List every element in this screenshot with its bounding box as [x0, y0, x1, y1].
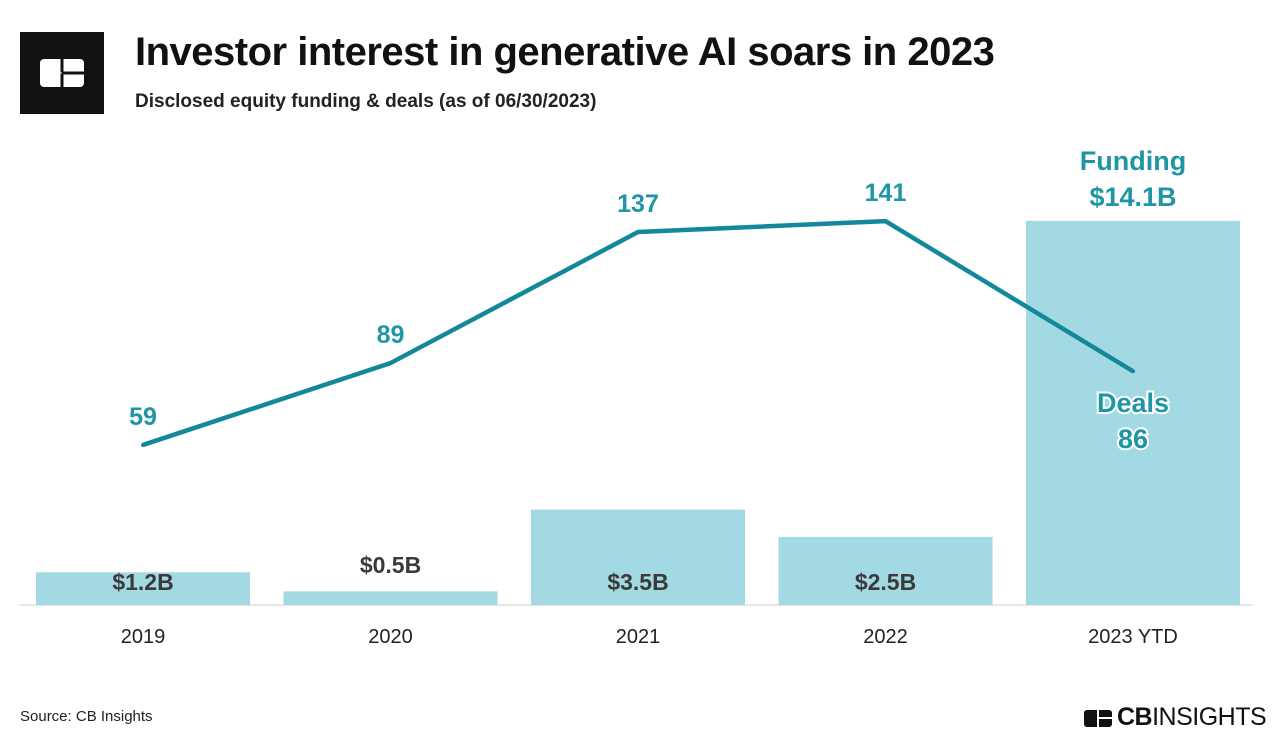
deals-data-label: 86: [1118, 424, 1148, 454]
funding-data-label: $0.5B: [360, 552, 421, 578]
deals-data-label: 89: [377, 321, 405, 349]
funding-data-label: $1.2B: [112, 569, 173, 595]
funding-data-label: $3.5B: [607, 569, 668, 595]
cb-insights-logo: CB INSIGHTS: [1083, 703, 1267, 732]
funding-bar: [1026, 220, 1240, 605]
funding-bar: [283, 591, 498, 605]
funding-annotation: Funding: [1080, 146, 1186, 176]
deals-point: [1131, 369, 1135, 374]
chart-title: Investor interest in generative AI soars…: [135, 30, 995, 74]
deals-data-label: 141: [865, 179, 907, 207]
chart-plot: 2019 $1.2B 2020 $0.5B 2021 $3.5B 2022 $2.5B 2023…: [20, 146, 1252, 648]
x-tick-label: 2019: [121, 626, 166, 648]
deals-data-label: 137: [617, 190, 659, 218]
brand-bold: CB: [1117, 703, 1153, 731]
deals-line: [142, 218, 1135, 448]
deals-point: [388, 361, 393, 366]
deals-point: [883, 219, 888, 224]
deals-point: [141, 442, 145, 447]
funding-bar: [778, 536, 993, 605]
brand-light: INSIGHTS: [1152, 703, 1267, 731]
deals-annotation: Deals: [1097, 388, 1169, 418]
funding-data-label: $2.5B: [855, 569, 916, 595]
funding-bar: [531, 509, 745, 605]
deals-point: [636, 230, 640, 235]
x-tick-label: 2023 YTD: [1088, 626, 1178, 648]
funding-bar: [36, 572, 250, 605]
chart-subtitle: Disclosed equity funding & deals (as of …: [135, 91, 597, 112]
x-tick-label: 2022: [863, 626, 908, 648]
funding-data-label: $14.1B: [1089, 182, 1176, 212]
cb-logo-icon: [20, 32, 104, 114]
deals-data-label: 59: [129, 403, 157, 431]
cb-logo-icon: [1084, 709, 1112, 727]
x-tick-label: 2021: [616, 626, 661, 648]
source-note: Source: CB Insights: [20, 708, 153, 725]
x-tick-label: 2020: [368, 626, 413, 648]
